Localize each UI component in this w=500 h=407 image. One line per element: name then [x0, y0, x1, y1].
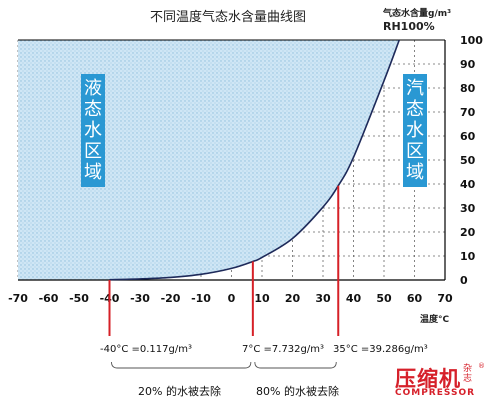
x-tick-label: -20	[161, 292, 181, 305]
y-axis-label: 气态水含量g/m³	[383, 9, 452, 19]
y-tick-label: 50	[460, 154, 476, 167]
range-bracket	[254, 361, 337, 369]
x-tick-label: 30	[315, 292, 331, 305]
liquid-region-fill	[18, 40, 400, 280]
watermark-registered: ®	[478, 362, 485, 370]
region-label-char: 汽	[406, 78, 424, 99]
x-tick-label: 50	[376, 292, 392, 305]
watermark-side: 杂志	[463, 364, 473, 384]
range-label-80pct: 80% 的水被去除	[256, 385, 339, 398]
x-tick-label: 0	[228, 292, 236, 305]
region-vapor-label: 汽态水区域	[403, 74, 427, 187]
region-label-char: 液	[84, 78, 102, 99]
y-tick-label: 100	[460, 34, 483, 47]
x-tick-label: -50	[69, 292, 89, 305]
y-tick-label: 70	[460, 106, 476, 119]
x-tick-label: -60	[39, 292, 59, 305]
marker-label-minus40: -40°C =0.117g/m³	[100, 344, 192, 355]
y-tick-label: 80	[460, 82, 476, 95]
x-tick-label: 70	[437, 292, 453, 305]
series-label: RH100%	[383, 20, 435, 33]
chart-title: 不同温度气态水含量曲线图	[150, 10, 307, 25]
y-tick-label: 60	[460, 130, 476, 143]
axes	[18, 39, 446, 281]
y-tick-label: 40	[460, 178, 476, 191]
region-label-char: 态	[406, 99, 424, 120]
liquid-area	[18, 40, 400, 280]
region-liquid-label: 液态水区域	[81, 74, 105, 187]
saturation-curve-line	[109, 39, 400, 281]
region-label-char: 区	[84, 141, 102, 162]
y-tick-label: 10	[460, 250, 476, 263]
x-tick-label: -30	[130, 292, 150, 305]
y-tick-label: 20	[460, 226, 476, 239]
region-label-char: 域	[84, 162, 102, 183]
saturation-curve	[109, 39, 400, 281]
y-tick-label: 0	[460, 274, 468, 287]
y-tick-label: 90	[460, 58, 476, 71]
region-label-char: 水	[406, 120, 424, 141]
region-label-char: 态	[84, 99, 102, 120]
marker-label-7: 7°C =7.732g/m³	[242, 344, 324, 355]
range-brackets	[111, 361, 337, 369]
region-label-char: 域	[406, 162, 424, 183]
watermark-logo-cn: 压缩机	[395, 367, 461, 391]
x-tick-label: 60	[407, 292, 423, 305]
watermark-logo-en: COMPRESSOR	[395, 388, 476, 398]
markers	[108, 185, 340, 336]
x-tick-label: 40	[346, 292, 362, 305]
region-label-char: 水	[84, 120, 102, 141]
range-bracket	[111, 361, 252, 369]
x-tick-label: 20	[285, 292, 301, 305]
x-axis-label: 温度°C	[420, 315, 450, 325]
y-tick-label: 30	[460, 202, 476, 215]
x-tick-label: -10	[191, 292, 211, 305]
x-tick-label: -70	[8, 292, 28, 305]
marker-label-35: 35°C =39.286g/m³	[333, 344, 428, 355]
x-tick-label: 10	[254, 292, 270, 305]
region-label-char: 区	[406, 141, 424, 162]
range-label-20pct: 20% 的水被去除	[138, 385, 221, 398]
